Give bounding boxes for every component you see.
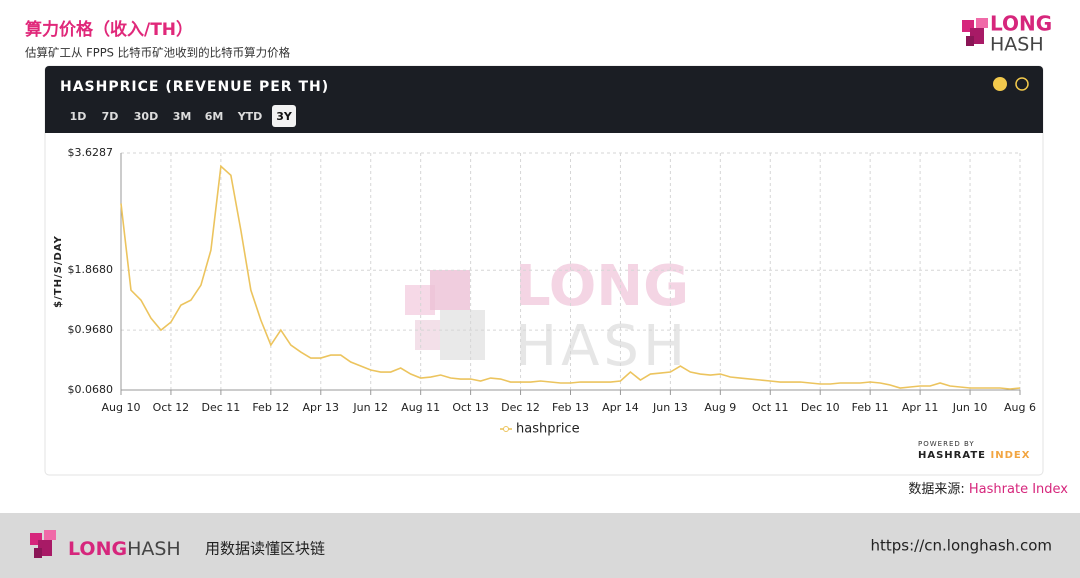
footer-slogan: 用数据读懂区块链 bbox=[205, 540, 325, 558]
y-tick-label: $1.8680 bbox=[68, 263, 114, 276]
watermark-icon bbox=[440, 310, 485, 360]
x-tick-label: Oct 13 bbox=[452, 401, 489, 414]
x-tick-label: Apr 14 bbox=[602, 401, 639, 414]
logo-text: HASH bbox=[990, 34, 1044, 56]
footer-logo-icon bbox=[30, 530, 56, 558]
footer-logo: LONGHASH bbox=[68, 538, 181, 560]
footer-url[interactable]: https://cn.longhash.com bbox=[871, 537, 1053, 555]
watermark: HASH bbox=[515, 314, 689, 379]
y-tick-label: $0.9680 bbox=[68, 323, 114, 336]
logo-text: LONG bbox=[990, 12, 1052, 36]
plot: LONGHASH $0.0680 $0.9680 $1.8680 $3.6287 Aug … bbox=[53, 146, 1036, 437]
range-button[interactable]: 3Y bbox=[276, 110, 293, 123]
powered-brand: HASHRATE INDEX bbox=[918, 450, 1030, 461]
source: 数据来源: Hashrate Index bbox=[908, 482, 1068, 497]
camera-icon[interactable] bbox=[1015, 77, 1029, 91]
range-button[interactable]: 3M bbox=[173, 110, 192, 123]
x-tick-label: Oct 11 bbox=[752, 401, 789, 414]
x-tick-label: Dec 11 bbox=[201, 401, 240, 414]
x-tick-label: Dec 12 bbox=[501, 401, 540, 414]
y-tick-label: $0.0680 bbox=[68, 383, 114, 396]
range-button-bg[interactable] bbox=[272, 105, 296, 127]
page-title: 算力价格（收入/TH） bbox=[24, 19, 193, 40]
range-buttons: 1D 7D 30D 3M 6M YTD 3Y bbox=[70, 105, 296, 127]
card-header bbox=[45, 66, 1043, 133]
page-subtitle: 估算矿工从 FPPS 比特币矿池收到的比特币算力价格 bbox=[25, 46, 291, 60]
x-tick-label: Aug 10 bbox=[102, 401, 141, 414]
range-button[interactable]: 30D bbox=[134, 110, 158, 123]
x-tick-label: Aug 9 bbox=[704, 401, 736, 414]
range-button[interactable]: 7D bbox=[102, 110, 119, 123]
watermark-icon bbox=[415, 320, 440, 350]
x-tick-label: Jun 13 bbox=[652, 401, 688, 414]
watermark: LONG bbox=[515, 254, 689, 319]
x-tick-label: Feb 11 bbox=[852, 401, 889, 414]
x-tick-label: Jun 10 bbox=[952, 401, 988, 414]
y-axis-label: $/TH/S/DAY bbox=[53, 235, 64, 308]
footer bbox=[0, 513, 1080, 578]
x-tick-label: Dec 10 bbox=[801, 401, 840, 414]
x-tick-label: Oct 12 bbox=[153, 401, 190, 414]
x-tick-label: Apr 13 bbox=[303, 401, 340, 414]
panel-title: HASHPRICE (REVENUE PER TH) bbox=[60, 79, 329, 95]
range-button[interactable]: YTD bbox=[237, 110, 263, 123]
range-button[interactable]: 1D bbox=[70, 110, 87, 123]
logo-icon bbox=[962, 18, 988, 46]
x-tick-label: Apr 11 bbox=[902, 401, 939, 414]
range-button[interactable]: 6M bbox=[205, 110, 224, 123]
x-tick-label: Feb 13 bbox=[552, 401, 589, 414]
x-tick-label: Feb 12 bbox=[252, 401, 289, 414]
legend-label[interactable]: hashprice bbox=[516, 422, 580, 437]
powered-by: POWERED BY bbox=[918, 440, 975, 448]
info-icon[interactable] bbox=[993, 77, 1007, 91]
x-tick-label: Aug 6 bbox=[1004, 401, 1036, 414]
x-tick-label: Aug 11 bbox=[401, 401, 440, 414]
legend-marker[interactable] bbox=[503, 426, 509, 432]
watermark-icon bbox=[430, 270, 470, 310]
y-tick-label: $3.6287 bbox=[68, 146, 114, 159]
x-tick-label: Jun 12 bbox=[352, 401, 388, 414]
series-line bbox=[120, 164, 1021, 390]
